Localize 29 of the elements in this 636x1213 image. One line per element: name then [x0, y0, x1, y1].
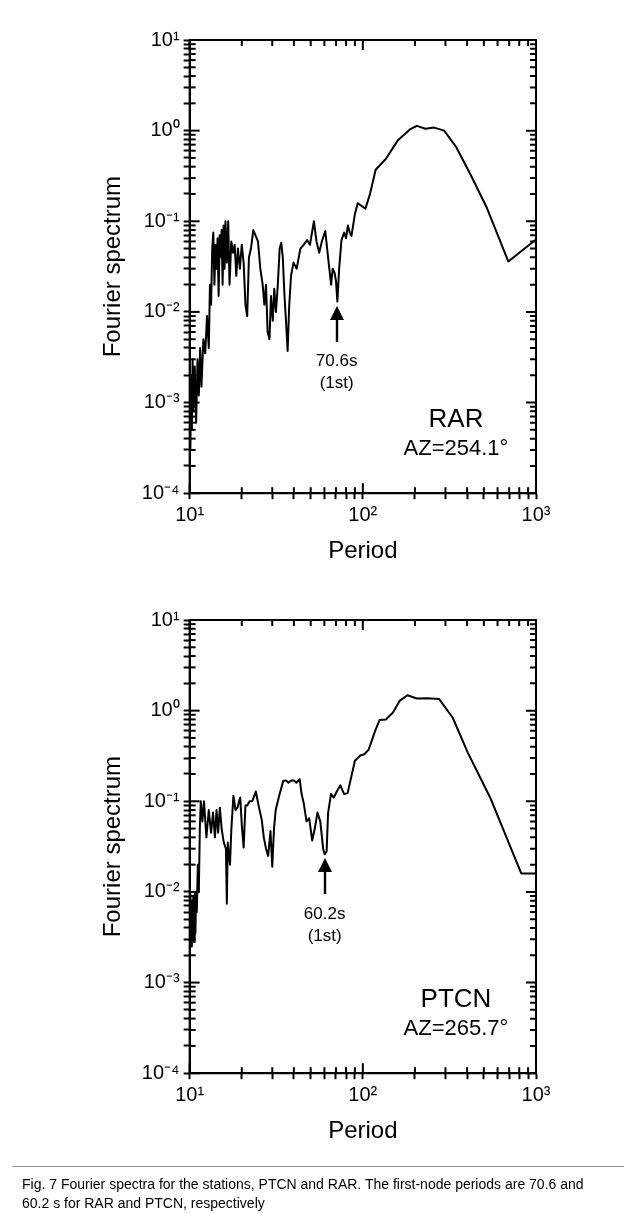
- annotation: 70.6s (1st): [315, 351, 358, 393]
- x-tick-label: 10²: [348, 502, 378, 525]
- annotation: 60.2s (1st): [303, 903, 346, 945]
- y-axis-title: Fourier spectrum: [98, 175, 126, 358]
- y-axis-title: Fourier spectrum: [98, 755, 126, 938]
- y-tick-label: 10⁻⁴: [141, 1060, 180, 1083]
- annotation: AZ=265.7°: [403, 1015, 509, 1041]
- caption: Fig. 7 Fourier spectra for the stations, PTCN and RAR. The first-node periods are 70.6 and 60.2 s for RAR and PTCN, respectively: [12, 1166, 624, 1213]
- y-tick-label: 10⁻¹: [143, 788, 180, 811]
- y-tick-label: 10⁻⁴: [141, 480, 180, 503]
- x-axis-title: Period: [328, 1116, 398, 1144]
- y-tick-label: 10¹: [150, 607, 180, 630]
- y-tick-label: 10⁰: [150, 698, 180, 721]
- x-axis-title: Period: [328, 536, 398, 564]
- y-tick-label: 10⁻¹: [143, 208, 180, 231]
- x-tick-label: 10¹: [175, 502, 205, 525]
- x-tick-label: 10¹: [175, 1082, 205, 1105]
- annotation: PTCN: [420, 983, 492, 1014]
- y-tick-label: 10⁻³: [143, 970, 180, 993]
- y-tick-label: 10⁻³: [143, 390, 180, 413]
- y-tick-label: 10⁰: [150, 118, 180, 141]
- x-tick-label: 10³: [521, 502, 551, 525]
- y-tick-label: 10⁻²: [143, 299, 180, 322]
- annotation: RAR: [428, 403, 484, 434]
- y-tick-label: 10⁻²: [143, 879, 180, 902]
- x-tick-label: 10²: [348, 1082, 378, 1105]
- y-tick-label: 10¹: [150, 27, 180, 50]
- annotation: AZ=254.1°: [403, 435, 509, 461]
- x-tick-label: 10³: [521, 1082, 551, 1105]
